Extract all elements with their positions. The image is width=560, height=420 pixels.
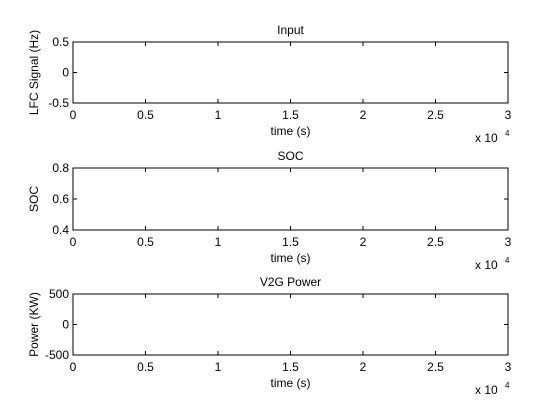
x-tick-label: 1 (215, 235, 222, 249)
x-tick-label: 2 (360, 360, 367, 374)
x-axis-label: time (s) (271, 376, 311, 390)
y-tick-label: 500 (49, 287, 69, 301)
x-tick-label: 2.5 (427, 108, 444, 122)
y-tick-label: 0.8 (52, 161, 69, 175)
x-exponent-base: x 10 (475, 131, 498, 145)
x-exponent-power: 4 (505, 129, 510, 138)
chart-title: SOC (277, 149, 303, 163)
y-tick-label: 0.4 (52, 223, 69, 237)
axes-frame (72, 41, 509, 104)
y-tick-label: 0 (62, 318, 69, 332)
x-tick-label: 3 (505, 360, 512, 374)
x-tick-label: 1.5 (282, 108, 299, 122)
x-tick-label: 0 (70, 108, 77, 122)
chart-title: Input (277, 23, 304, 37)
x-tick-label: 0.5 (137, 360, 154, 374)
y-axis-label: LFC Signal (Hz) (27, 30, 41, 115)
x-exponent-power: 4 (505, 381, 510, 390)
x-tick-label: 2 (360, 108, 367, 122)
axes-frame (72, 293, 509, 356)
y-tick-label: -0.5 (48, 96, 69, 110)
x-axis-label: time (s) (271, 124, 311, 138)
y-tick-label: 0.5 (52, 35, 69, 49)
y-tick-label: 0.6 (52, 192, 69, 206)
x-tick-label: 1 (215, 360, 222, 374)
x-axis-label: time (s) (271, 251, 311, 265)
x-tick-label: 0.5 (137, 235, 154, 249)
x-tick-label: 2.5 (427, 360, 444, 374)
x-tick-label: 3 (505, 235, 512, 249)
x-tick-label: 1 (215, 108, 222, 122)
x-tick-label: 0.5 (137, 108, 154, 122)
x-tick-label: 0 (70, 235, 77, 249)
x-tick-label: 0 (70, 360, 77, 374)
x-exponent-base: x 10 (475, 383, 498, 397)
x-tick-label: 2.5 (427, 235, 444, 249)
subplot-2: 0 0.5 1 1.5 2 2.5 3 0.4 0.6 0.8 SOC time (s) SOC x 10… (27, 149, 512, 272)
x-tick-label: 2 (360, 235, 367, 249)
x-tick-label: 1.5 (282, 360, 299, 374)
x-exponent-base: x 10 (475, 258, 498, 272)
x-tick-label: 3 (505, 108, 512, 122)
y-tick-label: 0 (62, 66, 69, 80)
x-tick-label: 1.5 (282, 235, 299, 249)
y-axis-label: Power (KW) (27, 292, 41, 357)
y-axis-label: SOC (27, 186, 41, 212)
chart-title: V2G Power (260, 275, 321, 289)
x-exponent-power: 4 (505, 256, 510, 265)
axes-frame (72, 167, 509, 231)
y-tick-label: -500 (45, 348, 69, 362)
